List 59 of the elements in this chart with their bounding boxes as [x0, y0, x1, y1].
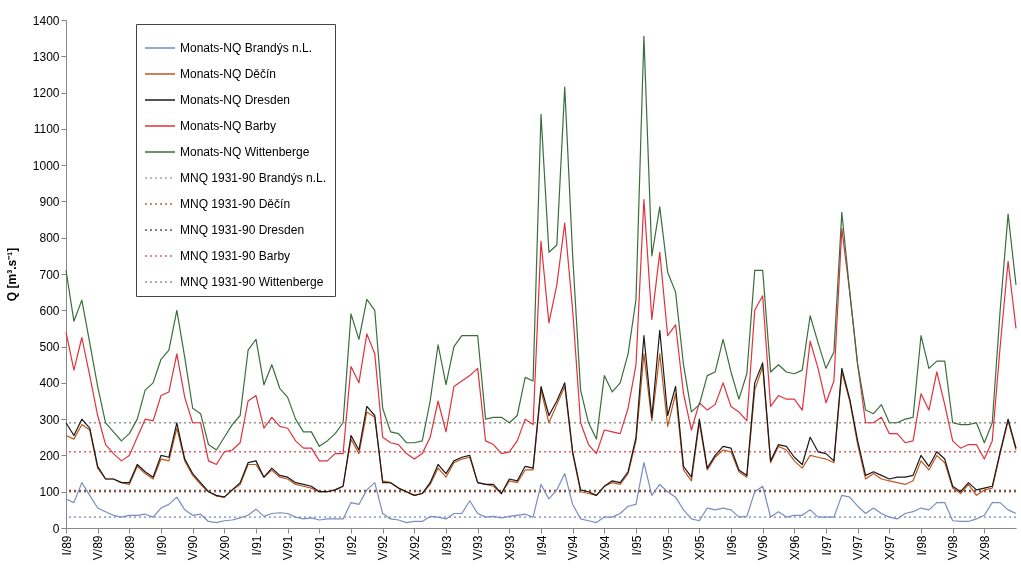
x-tick-label: X/97	[882, 535, 897, 561]
y-axis-title: Q [m³.s⁻¹]	[4, 247, 19, 302]
x-tick-label: X/94	[597, 535, 612, 561]
x-tick-label: I/98	[914, 535, 929, 556]
y-tick-label: 700	[39, 267, 60, 282]
x-tick-label: V/97	[851, 535, 866, 561]
legend-label: Monats-NQ Wittenberge	[180, 145, 310, 159]
x-tick-label: I/92	[344, 535, 359, 556]
y-tick-label: 500	[39, 340, 60, 355]
x-tick-label: V/92	[376, 535, 391, 561]
y-tick-label: 1000	[32, 158, 60, 173]
x-tick-label: V/95	[661, 535, 676, 561]
x-tick-label: X/96	[787, 535, 802, 561]
y-tick-label: 600	[39, 303, 60, 318]
x-tick-label: I/94	[534, 535, 549, 556]
x-tick-label: V/91	[281, 535, 296, 561]
y-tick-label: 400	[39, 376, 60, 391]
x-tick-label: X/95	[692, 535, 707, 561]
legend-label: MNQ 1931-90 Wittenberge	[180, 275, 324, 289]
x-tick-label: I/91	[249, 535, 264, 556]
legend-label: MNQ 1931-90 Děčín	[180, 197, 291, 211]
x-tick-label: I/90	[154, 535, 169, 556]
y-tick-label: 100	[39, 485, 60, 500]
x-tick-label: X/89	[122, 535, 137, 561]
x-tick-label: V/89	[91, 535, 106, 561]
y-tick-label: 1400	[32, 13, 60, 28]
legend-label: Monats-NQ Děčín	[180, 67, 277, 81]
y-tick-label: 900	[39, 194, 60, 209]
line-series	[65, 199, 1017, 466]
x-tick-label: V/93	[471, 535, 486, 561]
x-tick-label: X/92	[407, 535, 422, 561]
line-series	[65, 462, 1017, 524]
x-tick-label: I/96	[724, 535, 739, 556]
y-tick-label: 200	[39, 448, 60, 463]
legend-label: MNQ 1931-90 Dresden	[180, 223, 305, 237]
x-tick-label: V/94	[566, 535, 581, 561]
x-tick-label: X/91	[312, 535, 327, 561]
x-tick-label: X/90	[217, 535, 232, 561]
legend-label: Monats-NQ Barby	[180, 119, 277, 133]
legend-label: Monats-NQ Brandýs n.L.	[180, 41, 313, 55]
x-tick-label: V/90	[186, 535, 201, 561]
x-tick-label: V/98	[946, 535, 961, 561]
x-tick-label: I/97	[819, 535, 834, 556]
y-tick-label: 0	[52, 521, 60, 536]
y-tick-label: 1200	[32, 86, 60, 101]
legend-label: MNQ 1931-90 Brandýs n.L.	[180, 171, 327, 185]
y-tick-label: 800	[39, 231, 60, 246]
legend-label: Monats-NQ Dresden	[180, 93, 291, 107]
y-tick-label: 1300	[32, 49, 60, 64]
line-series	[65, 35, 1017, 451]
y-tick-label: 1100	[33, 122, 60, 137]
y-tick-label: 300	[39, 412, 60, 427]
x-tick-label: V/96	[756, 535, 771, 561]
x-tick-label: X/93	[502, 535, 517, 561]
x-tick-label: I/89	[59, 535, 74, 556]
legend-label: MNQ 1931-90 Barby	[180, 249, 291, 263]
x-tick-label: X/98	[977, 535, 992, 561]
x-tick-label: I/93	[439, 535, 454, 556]
x-tick-label: I/95	[629, 535, 644, 556]
